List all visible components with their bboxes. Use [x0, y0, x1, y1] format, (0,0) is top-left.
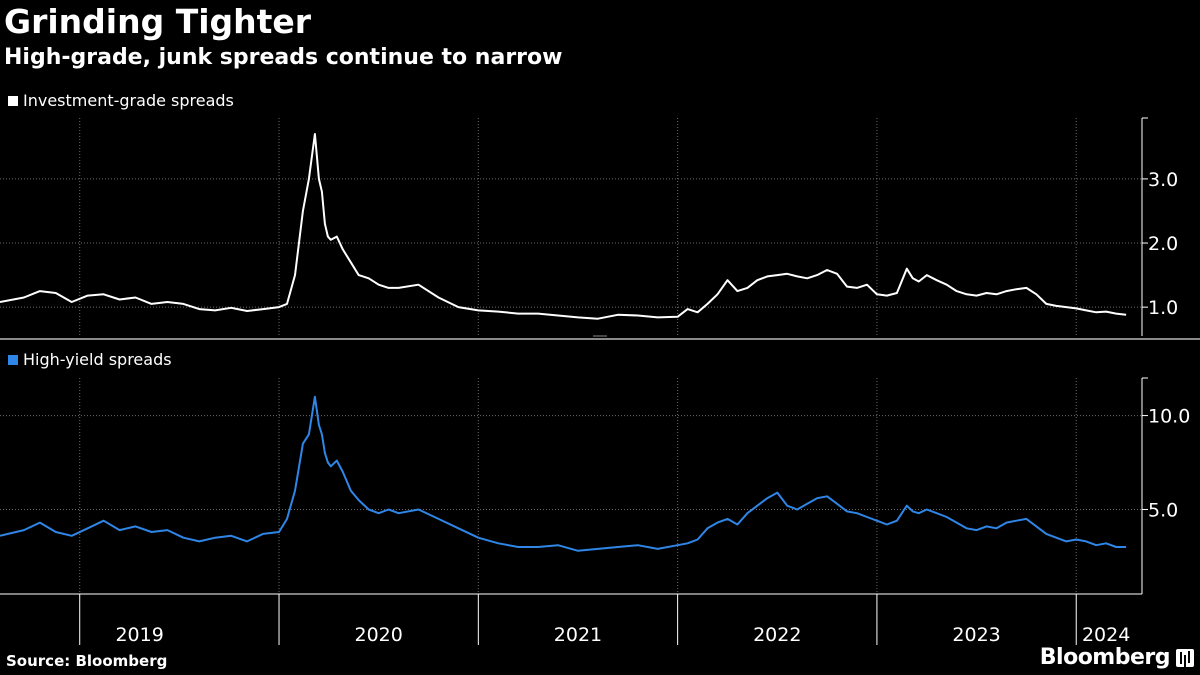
x-tick-label: 2024 — [1082, 624, 1130, 646]
chart-title: Grinding Tighter — [4, 2, 312, 41]
series-line-high-yield — [0, 395, 1127, 552]
x-tick-label: 2022 — [753, 624, 801, 646]
y-tick-label-high-yield: 10.0 — [1148, 406, 1190, 428]
legend-label-investment-grade: Investment-grade spreads — [23, 91, 234, 110]
y-tick-label-high-yield: 5.0 — [1148, 499, 1178, 521]
x-tick-label: 2020 — [354, 624, 402, 646]
x-tick-label: 2019 — [115, 624, 163, 646]
bloomberg-chart-icon — [1176, 648, 1194, 667]
x-tick-label: 2023 — [952, 624, 1000, 646]
y-tick-label-investment-grade: 1.0 — [1148, 297, 1178, 319]
brand-wordmark: Bloomberg — [1039, 645, 1171, 670]
y-tick-label-investment-grade: 2.0 — [1148, 233, 1178, 255]
y-tick-label-investment-grade: 3.0 — [1148, 169, 1178, 191]
legend-swatch-investment-grade — [8, 95, 18, 106]
legend-label-high-yield: High-yield spreads — [23, 350, 172, 369]
x-tick-label: 2021 — [554, 624, 602, 646]
legend-swatch-high-yield — [8, 354, 18, 365]
series-line-investment-grade — [0, 133, 1127, 320]
legend-investment-grade: Investment-grade spreads — [8, 91, 234, 110]
legend-high-yield: High-yield spreads — [8, 350, 172, 369]
source-note: Source: Bloomberg — [6, 652, 168, 670]
bloomberg-logo: Bloomberg — [1040, 645, 1194, 670]
chart-subtitle: High-grade, junk spreads continue to nar… — [4, 45, 563, 70]
